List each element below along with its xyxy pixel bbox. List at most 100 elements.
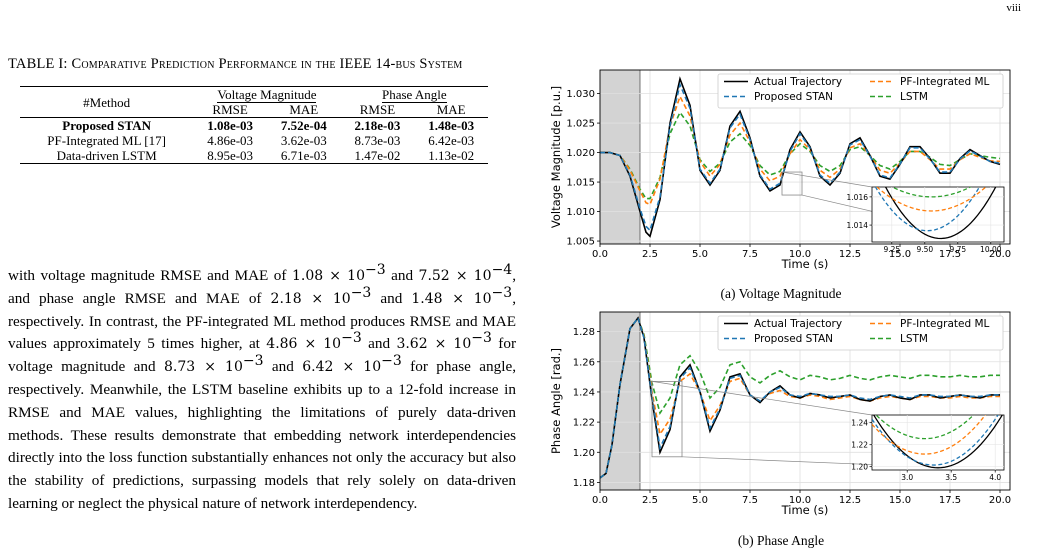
- series-line-actual-trajectory: [600, 76, 1001, 238]
- y-tick-label: 1.020: [566, 148, 595, 159]
- inset-series-group: [872, 415, 1004, 469]
- x-axis-label: Time (s): [781, 503, 829, 517]
- subheader-mae: MAE: [436, 102, 466, 117]
- table-section: TABLE I: Comparative Prediction Performa…: [8, 54, 508, 164]
- inset-series-line: [884, 187, 997, 240]
- header-phase-angle: Phase Angle: [340, 86, 488, 103]
- y-tick-label: 1.26: [573, 357, 595, 368]
- inset-series-line: [872, 415, 1004, 469]
- legend: Actual Trajectory Proposed STAN PF-Integra…: [717, 73, 1004, 109]
- legend: Actual Trajectory Proposed STAN PF-Integra…: [717, 315, 1004, 351]
- y-tick-label: 1.28: [573, 327, 595, 338]
- x-tick-label: 2.5: [642, 249, 658, 260]
- inset-x-tick-label: 9.50: [916, 245, 933, 254]
- table-cell: 4.86e-03: [207, 133, 254, 148]
- zoom-connector: [651, 381, 873, 416]
- series-line-pf-integrated-ml: [600, 94, 1001, 206]
- y-tick-label: 1.24: [573, 387, 595, 398]
- inset-x-tick-label: 10.00: [980, 245, 1002, 254]
- inset-y-tick-label: 1.016: [847, 193, 869, 202]
- row-method: Data-driven LSTM: [20, 148, 194, 164]
- subcaption-a: (a) Voltage Magnitude: [720, 286, 842, 301]
- legend-entry: Proposed STAN: [754, 333, 833, 345]
- table-row: PF-Integrated ML [17] 4.86e-03 3.62e-03 …: [20, 133, 488, 148]
- x-tick-label: 12.5: [839, 495, 861, 506]
- y-tick-label: 1.20: [573, 448, 595, 459]
- zoom-region: [651, 380, 683, 458]
- legend-entry: PF-Integrated ML: [900, 318, 990, 330]
- legend-entry: PF-Integrated ML: [900, 76, 990, 88]
- x-axis-label: Time (s): [781, 257, 829, 271]
- plot-frame: [599, 311, 1011, 491]
- inset-series-group: [874, 187, 997, 240]
- x-tick-label: 10.0: [789, 495, 811, 506]
- series-line-proposed-stan: [600, 316, 1000, 479]
- legend-entry: Actual Trajectory: [754, 318, 842, 330]
- inset-x-tick-label: 9.25: [883, 245, 900, 254]
- inset-series-line: [872, 415, 999, 466]
- header-method: #Method: [20, 86, 194, 118]
- inset-x-tick-label: 9.75: [949, 245, 966, 254]
- inset-y-tick-label: 1.24: [851, 419, 868, 428]
- y-tick-label: 1.010: [566, 207, 595, 218]
- inset-x-tick-label: 3.0: [901, 473, 913, 482]
- subheader-rmse: RMSE: [359, 102, 396, 117]
- inset-x-tick-label: 3.5: [945, 473, 957, 482]
- table-cell: 3.62e-03: [280, 133, 327, 148]
- subheader-rmse: RMSE: [212, 102, 248, 117]
- table-cell: 2.18e-03: [340, 117, 415, 133]
- legend-entry: Actual Trajectory: [754, 76, 842, 88]
- x-tick-label: 15.0: [889, 249, 911, 260]
- legend-box: [717, 315, 1004, 351]
- x-tick-label: 17.5: [939, 249, 961, 260]
- legend-entry: LSTM: [900, 91, 928, 103]
- y-axis-label: Voltage Magnitude [p.u.]: [549, 86, 563, 228]
- header-voltage-magnitude: Voltage Magnitude: [193, 86, 341, 103]
- y-tick-label: 1.025: [566, 119, 595, 130]
- table-cell: 6.42e-03: [428, 133, 475, 148]
- table-cell: 1.47e-02: [340, 148, 415, 164]
- x-tick-label: 5.0: [692, 495, 708, 506]
- x-tick-label: 15.0: [889, 495, 911, 506]
- table-cell: 1.08e-03: [193, 117, 267, 133]
- y-tick-label: 1.015: [566, 178, 595, 189]
- x-tick-label: 0.0: [592, 249, 608, 260]
- page-number: viii: [1006, 2, 1021, 14]
- series-group: [600, 76, 1001, 238]
- plot-frame: [599, 69, 1011, 245]
- inset-series-line: [876, 187, 987, 212]
- phase-angle-chart: 0.0 2.5 5.0 7.5 10.0 12.5 15.0 17.5 20.0 1.18 1.20…: [549, 311, 1011, 517]
- y-tick-label: 1.18: [573, 478, 595, 489]
- zoom-region: [781, 171, 803, 196]
- inset-series-line: [872, 415, 987, 455]
- x-tick-label: 0.0: [592, 495, 608, 506]
- inset-y-tick-label: 1.20: [851, 463, 868, 472]
- zoom-connector: [781, 171, 873, 188]
- legend-entry: Proposed STAN: [754, 91, 833, 103]
- results-table: #Method Voltage Magnitude Phase Angle RM…: [20, 86, 488, 164]
- x-tick-label: 17.5: [939, 495, 961, 506]
- voltage-magnitude-chart: 0.0 2.5 5.0 7.5 10.0 12.5 15.0 17.5 20.0 1.005 1.0…: [549, 69, 1011, 271]
- subcaption-b: (b) Phase Angle: [737, 533, 825, 548]
- table-cell: 7.52e-04: [266, 117, 341, 133]
- inset-y-tick-label: 1.22: [851, 441, 868, 450]
- x-tick-label: 7.5: [742, 495, 758, 506]
- table-cell: 8.73e-03: [354, 133, 401, 148]
- x-tick-label: 20.0: [989, 495, 1011, 506]
- inset-frame: [871, 186, 1005, 243]
- x-tick-label: 20.0: [989, 249, 1011, 260]
- table-cell: 1.13e-02: [414, 148, 488, 164]
- y-tick-label: 1.030: [566, 89, 595, 100]
- y-axis-label: Phase Angle [rad.]: [549, 348, 563, 454]
- x-tick-label: 2.5: [642, 495, 658, 506]
- table-cell: 1.48e-03: [414, 117, 488, 133]
- y-tick-label: 1.005: [566, 237, 595, 248]
- legend-box: [717, 73, 1004, 109]
- row-method: PF-Integrated ML [17]: [47, 133, 166, 148]
- series-line-proposed-stan: [600, 82, 1001, 232]
- inset-x-tick-label: 4.0: [989, 473, 1001, 482]
- inset-y-tick-label: 1.014: [847, 221, 869, 230]
- inset-series-line: [875, 415, 975, 440]
- table-cell: 8.95e-03: [193, 148, 267, 164]
- body-paragraph: with voltage magnitude RMSE and MAE of 1…: [8, 261, 517, 512]
